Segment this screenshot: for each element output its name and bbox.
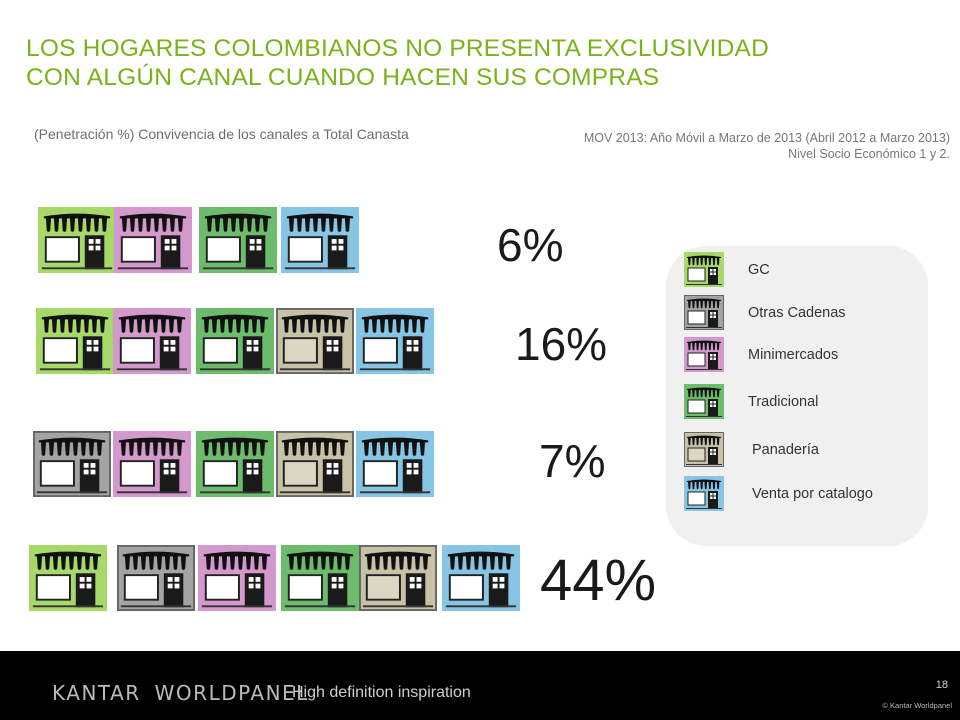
venta-catalogo-store-icon [356, 431, 434, 497]
otras-cadenas-store-icon [684, 295, 724, 331]
channel-legend: GC Otras Cadenas Minimercados [666, 246, 928, 546]
panaderia-store-icon [276, 308, 354, 374]
otras-cadenas-store-icon [33, 431, 111, 497]
legend-item-panaderia: Panadería [684, 430, 819, 470]
source-note-line2: Nivel Socio Económico 1 y 2. [788, 147, 950, 161]
slide-title-line2: CON ALGÚN CANAL CUANDO HACEN SUS COMPRAS [26, 64, 660, 91]
minimercados-store-icon [114, 207, 192, 273]
otras-cadenas-store-icon [117, 545, 195, 611]
legend-item-minimercados: Minimercados [684, 335, 838, 375]
brand-kantar: KANTAR [52, 681, 141, 705]
venta-catalogo-store-icon [684, 476, 724, 512]
slide-subtitle: (Penetración %) Convivencia de los canal… [34, 126, 409, 142]
panaderia-store-icon [684, 432, 724, 468]
row-1-percentage: 6% [497, 219, 564, 271]
legend-item-gc: GC [684, 250, 770, 290]
gc-store-icon [684, 252, 724, 288]
row-4-percentage: 44% [540, 548, 657, 613]
legend-label: Otras Cadenas [748, 305, 846, 321]
row-3-percentage: 7% [539, 435, 606, 487]
legend-item-tradicional: Tradicional [684, 382, 818, 422]
copyright-text: © Kantar Worldpanel [882, 701, 952, 710]
footer-tagline: High definition inspiration [292, 684, 471, 701]
kantar-worldpanel-logo: KANTAR WORLDPANEL [52, 681, 309, 705]
gc-store-icon [36, 308, 114, 374]
legend-label: Minimercados [748, 347, 839, 363]
source-note: MOV 2013: Año Móvil a Marzo de 2013 (Abr… [584, 130, 950, 162]
source-note-line1: MOV 2013: Año Móvil a Marzo de 2013 (Abr… [583, 131, 950, 145]
panaderia-store-icon [359, 545, 437, 611]
tradicional-store-icon [196, 308, 274, 374]
gc-store-icon [38, 207, 116, 273]
legend-label: Venta por catalogo [752, 486, 873, 502]
slide-title: LOS HOGARES COLOMBIANOS NO PRESENTA EXCL… [26, 34, 846, 92]
venta-catalogo-store-icon [281, 207, 359, 273]
legend-item-venta-catalogo: Venta por catalogo [684, 474, 873, 514]
gc-store-icon [29, 545, 107, 611]
legend-label: Panadería [752, 442, 819, 458]
tradicional-store-icon [199, 207, 277, 273]
panaderia-store-icon [276, 431, 354, 497]
venta-catalogo-store-icon [442, 545, 520, 611]
brand-worldpanel: WORLDPANEL [154, 681, 309, 705]
page-number: 18 [935, 679, 948, 691]
minimercados-store-icon [113, 308, 191, 374]
tradicional-store-icon [281, 545, 359, 611]
legend-item-otras-cadenas: Otras Cadenas [684, 293, 846, 333]
footer-bar: KANTAR WORLDPANEL High definition inspira… [0, 651, 960, 720]
legend-label: Tradicional [748, 394, 819, 410]
minimercados-store-icon [684, 337, 724, 373]
venta-catalogo-store-icon [356, 308, 434, 374]
row-2-percentage: 16% [515, 318, 608, 370]
minimercados-store-icon [198, 545, 276, 611]
slide-title-line1: LOS HOGARES COLOMBIANOS NO PRESENTA EXCL… [26, 35, 769, 62]
legend-label: GC [748, 262, 770, 278]
tradicional-store-icon [684, 384, 724, 420]
tradicional-store-icon [196, 431, 274, 497]
minimercados-store-icon [113, 431, 191, 497]
